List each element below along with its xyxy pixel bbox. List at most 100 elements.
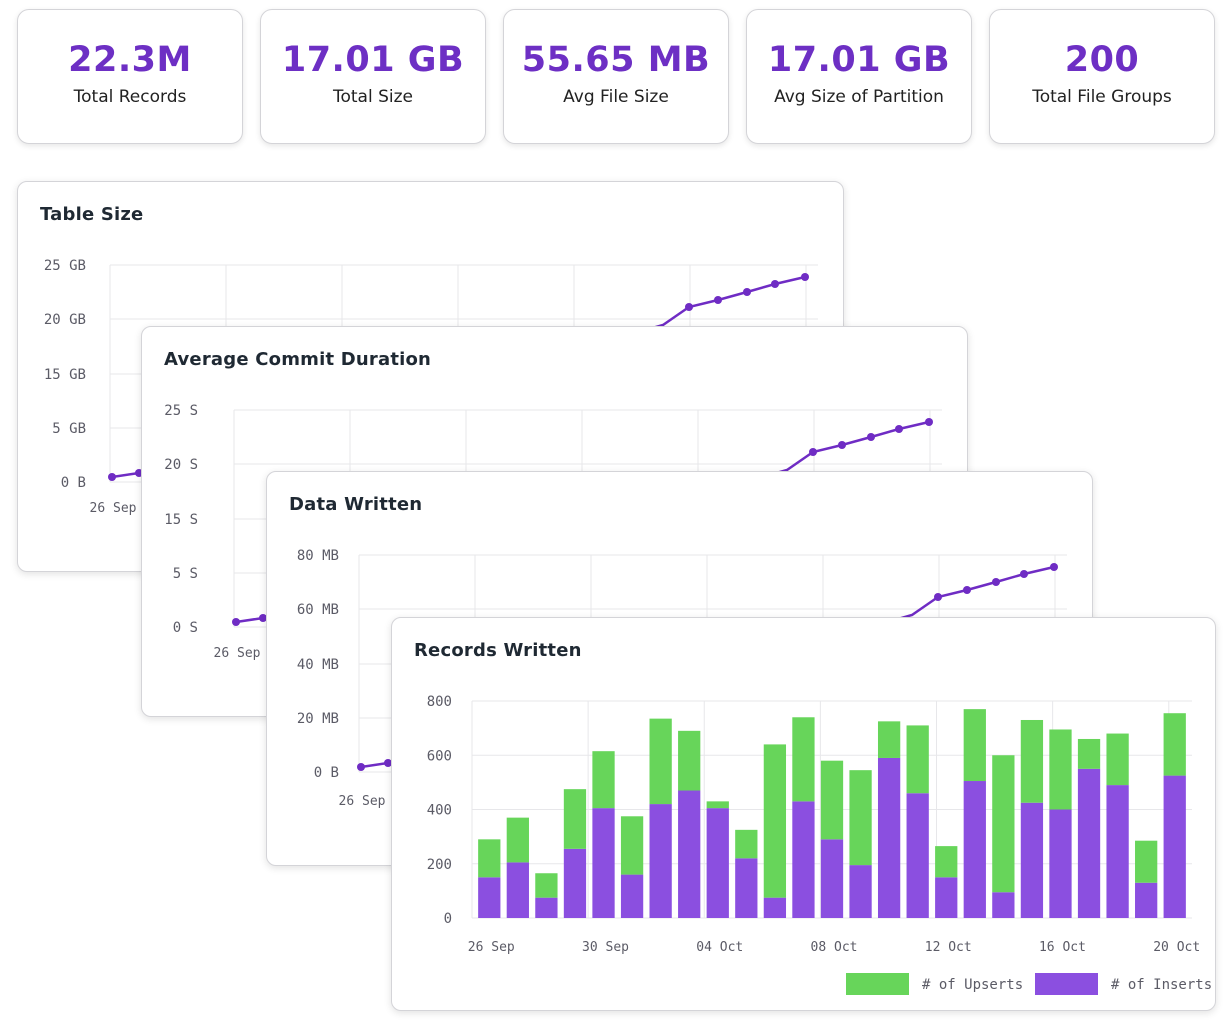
bar-upserts	[963, 709, 986, 782]
bar-upserts	[1135, 840, 1158, 883]
x-tick: 26 Sep	[339, 794, 386, 809]
bar-inserts	[935, 877, 958, 918]
bar-inserts	[706, 808, 729, 918]
bar-inserts	[792, 801, 815, 918]
bar-inserts	[1135, 882, 1158, 918]
stat-value: 55.65 MB	[521, 40, 711, 80]
bar-upserts	[792, 717, 815, 802]
bar-inserts	[1106, 785, 1129, 918]
records-written-card: Records Written 0 200 400 600 800 26 Sep 30 S…	[391, 617, 1216, 1011]
chart-title: Records Written	[414, 640, 582, 661]
y-tick-label: 0	[444, 911, 452, 927]
series-points	[108, 273, 809, 481]
chart-title: Table Size	[40, 204, 144, 225]
bar-inserts	[1163, 775, 1186, 918]
bar-inserts	[678, 790, 701, 918]
bar-inserts	[535, 897, 558, 918]
y-tick-label: 400	[427, 803, 452, 819]
bar-inserts	[877, 757, 901, 918]
y-tick: 5 GB	[52, 421, 86, 437]
bar-inserts	[849, 865, 872, 918]
bar-upserts	[620, 816, 644, 875]
bar-upserts	[1077, 738, 1101, 769]
bar-inserts	[506, 862, 529, 918]
y-axis-ticks: 0 200 400 600 800	[427, 694, 452, 927]
y-tick: 20 MB	[297, 711, 339, 727]
stat-card-total-file-groups: 200 Total File Groups	[989, 9, 1215, 144]
bar-upserts	[877, 721, 901, 758]
legend-swatch-inserts	[1035, 973, 1098, 995]
x-axis-ticks: 26 Sep 30 Sep 04 Oct 08 Oct 12 Oct 16 Oct 20 O…	[468, 940, 1200, 955]
bar-upserts	[849, 770, 872, 866]
stat-value: 200	[1064, 40, 1140, 80]
bar-upserts	[820, 760, 844, 840]
x-tick: 26 Sep	[214, 646, 261, 661]
y-tick: 20 S	[164, 457, 198, 473]
bar-inserts	[620, 874, 644, 918]
y-tick: 0 B	[61, 475, 86, 491]
bar-inserts	[649, 804, 672, 918]
bar-upserts	[906, 725, 929, 794]
stat-label: Avg Size of Partition	[774, 87, 944, 107]
stat-value: 22.3M	[68, 40, 192, 80]
stat-value: 17.01 GB	[767, 40, 951, 80]
bar-upserts	[1020, 719, 1044, 803]
stat-card-avg-partition-size: 17.01 GB Avg Size of Partition	[746, 9, 972, 144]
stat-card-avg-file-size: 55.65 MB Avg File Size	[503, 9, 729, 144]
bar-inserts	[906, 793, 929, 918]
bar-inserts	[478, 877, 501, 918]
bar-upserts	[763, 744, 787, 898]
bar-upserts	[1049, 729, 1072, 810]
stat-card-total-records: 22.3M Total Records	[17, 9, 243, 144]
y-tick: 0 S	[173, 620, 198, 636]
bar-upserts	[478, 839, 501, 878]
x-tick-label: 30 Sep	[582, 940, 629, 955]
y-tick-label: 800	[427, 694, 452, 710]
x-tick-label: 16 Oct	[1039, 940, 1086, 955]
y-tick: 25 S	[164, 403, 198, 419]
stat-label: Total Size	[332, 87, 413, 107]
bar-upserts	[592, 751, 615, 809]
legend: # of Upserts # of Inserts	[846, 973, 1212, 995]
x-tick: 26 Sep	[90, 501, 137, 516]
y-tick: 15 S	[164, 512, 198, 528]
legend-label-upserts: # of Upserts	[922, 977, 1023, 993]
y-tick: 0 B	[314, 765, 339, 781]
bar-upserts	[678, 730, 701, 791]
bar-inserts	[1020, 802, 1044, 918]
chart-title: Average Commit Duration	[164, 349, 432, 370]
y-tick: 60 MB	[297, 602, 339, 618]
y-tick: 80 MB	[297, 548, 339, 564]
x-tick-label: 26 Sep	[468, 940, 515, 955]
bar-upserts	[535, 873, 558, 898]
bar-inserts	[820, 839, 844, 918]
bar-upserts	[706, 801, 729, 809]
bar-inserts	[1077, 768, 1101, 918]
stat-value: 17.01 GB	[281, 40, 465, 80]
bar-inserts	[592, 808, 615, 918]
series-points	[357, 563, 1058, 771]
y-tick: 40 MB	[297, 657, 339, 673]
stat-label: Total Records	[73, 87, 187, 107]
y-tick-label: 600	[427, 748, 452, 764]
y-tick: 20 GB	[44, 312, 86, 328]
bar-upserts	[735, 829, 758, 859]
stat-label: Total File Groups	[1032, 87, 1172, 107]
bar-upserts	[1163, 713, 1186, 776]
bar-inserts	[963, 781, 986, 918]
y-tick: 15 GB	[44, 367, 86, 383]
bar-inserts	[563, 848, 587, 918]
bar-upserts	[506, 817, 529, 863]
y-tick-label: 200	[427, 857, 452, 873]
x-tick-label: 20 Oct	[1153, 940, 1200, 955]
x-tick-label: 08 Oct	[811, 940, 858, 955]
x-tick-label: 04 Oct	[696, 940, 743, 955]
bar-upserts	[563, 789, 587, 849]
y-tick: 5 S	[173, 566, 198, 582]
bar-inserts	[735, 858, 758, 918]
stat-card-total-size: 17.01 GB Total Size	[260, 9, 486, 144]
bar-upserts	[935, 846, 958, 878]
chart-title: Data Written	[289, 494, 423, 515]
bar-inserts	[763, 897, 787, 918]
x-tick-label: 12 Oct	[925, 940, 972, 955]
